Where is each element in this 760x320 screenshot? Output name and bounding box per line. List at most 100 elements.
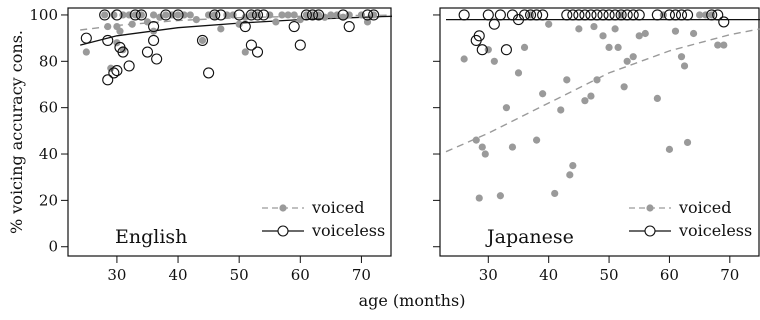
x-tick-label: 50 — [230, 266, 249, 284]
voiced-point — [472, 136, 480, 144]
legend-label-voiced: voiced — [678, 198, 731, 217]
voiced-point — [235, 20, 243, 28]
voiced-point — [514, 69, 523, 77]
voiceless-point — [361, 9, 374, 21]
voiced-point — [284, 11, 292, 19]
voiced-point — [327, 11, 335, 19]
legend-label-voiced: voiced — [311, 198, 364, 217]
voiced-point — [551, 189, 559, 198]
voiced-point — [714, 41, 722, 49]
voiced-point — [689, 29, 698, 38]
voiced-point — [599, 32, 607, 40]
voiceless-point — [148, 20, 160, 33]
voiced-point — [107, 64, 115, 72]
plot-frame — [67, 7, 392, 257]
voiceless-point — [675, 9, 688, 21]
voiceless-point — [368, 9, 380, 21]
voiced-point — [217, 25, 225, 33]
voiceless-point — [482, 9, 494, 21]
y-tick-label: 100 — [29, 6, 58, 24]
voiceless-point — [245, 9, 257, 21]
voiced-point — [101, 11, 109, 19]
voiced-point — [696, 11, 704, 19]
voiced-point — [149, 11, 158, 19]
voiced-point — [137, 11, 145, 19]
voiced-point — [484, 46, 492, 54]
panel-japanese: 30 40 50 60 70 Japanese voiced voiceless — [433, 7, 760, 284]
voiced-point — [241, 48, 249, 56]
voiced-point — [566, 171, 574, 179]
voiced-point — [211, 11, 219, 19]
x-axis-title: age (months) — [359, 291, 466, 310]
voiceless-point — [591, 9, 603, 21]
voiceless-point — [251, 9, 264, 21]
voiced-point — [641, 29, 649, 38]
voiceless-point — [209, 9, 221, 21]
voiceless-point — [567, 9, 579, 21]
voiceless-point — [288, 20, 300, 33]
voiceless-point — [663, 9, 675, 21]
voiced-point — [198, 36, 207, 45]
voiced-point — [520, 43, 529, 52]
voiceless-point — [615, 9, 627, 21]
voiceless-point — [148, 34, 160, 46]
voiceless-point — [151, 53, 163, 65]
legend-marker-voiced — [646, 204, 654, 212]
voiceless-point — [488, 18, 500, 30]
voiceless-point — [172, 9, 184, 21]
voiceless-point — [203, 67, 215, 79]
voiced-point — [587, 92, 595, 100]
voiced-point — [659, 11, 667, 19]
voiceless-point — [102, 34, 114, 46]
voiceless-point — [239, 20, 251, 33]
voiced-point — [321, 13, 329, 21]
voiceless-point — [597, 9, 609, 21]
voiceless-point — [337, 9, 349, 21]
voiced-point — [113, 39, 121, 47]
voiced-point — [128, 20, 136, 28]
voiced-point — [272, 18, 280, 26]
voiceless-trend-line — [80, 15, 392, 46]
voiceless-point — [537, 9, 549, 21]
plot-area — [445, 9, 760, 202]
voiced-point — [683, 138, 692, 147]
y-tick-label: 60 — [39, 99, 58, 117]
voiceless-point — [706, 9, 718, 21]
voiced-point — [460, 55, 468, 63]
voiced-point — [478, 143, 486, 151]
legend-label-voiceless: voiceless — [311, 221, 385, 240]
voiceless-point — [627, 9, 639, 21]
voiceless-point — [160, 9, 172, 21]
voiceless-point — [245, 39, 257, 51]
x-tick-label: 30 — [479, 266, 498, 284]
x-tick-label: 40 — [539, 266, 558, 284]
voiceless-point — [313, 9, 325, 21]
voiceless-point — [573, 9, 585, 21]
voiceless-point — [669, 9, 682, 21]
voiced-point — [593, 76, 601, 84]
voiced-point — [290, 11, 298, 19]
voiced-point — [186, 11, 194, 19]
voiceless-point — [718, 16, 730, 28]
voiced-point — [192, 15, 200, 24]
panel-label: Japanese — [485, 226, 574, 248]
x-tick-label: 60 — [291, 266, 310, 284]
voiced-point — [545, 20, 553, 28]
voiced-point — [677, 53, 686, 61]
voiced-point — [653, 94, 661, 102]
y-axis-title: % voicing accuracy cons. — [7, 30, 26, 234]
voiceless-point — [251, 46, 264, 58]
voiceless-point — [99, 9, 111, 21]
voiceless-point — [233, 9, 245, 21]
voiced-point — [605, 43, 613, 52]
voiced-point — [590, 22, 598, 31]
x-tick-label: 50 — [600, 266, 619, 284]
voiceless-point — [141, 46, 154, 58]
y-tick-label: 0 — [48, 238, 58, 256]
voiced-point — [563, 76, 571, 84]
voiceless-point — [633, 9, 645, 21]
voiceless-point — [300, 9, 312, 21]
voiceless-point — [609, 9, 621, 21]
voiced-point — [475, 194, 483, 202]
